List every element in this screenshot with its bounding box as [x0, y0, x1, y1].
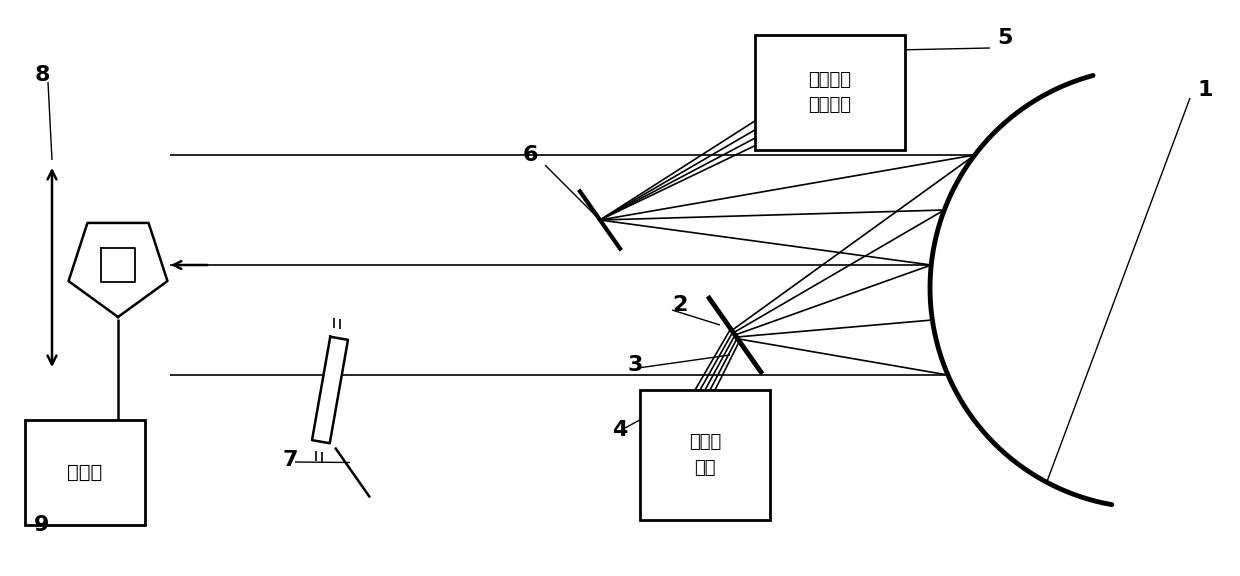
Text: 9: 9: [35, 515, 50, 535]
Text: 2: 2: [672, 295, 688, 315]
Text: 8: 8: [35, 65, 50, 85]
Text: 1: 1: [1198, 80, 1213, 100]
FancyBboxPatch shape: [640, 390, 770, 520]
Text: 7: 7: [283, 450, 298, 470]
Polygon shape: [312, 337, 348, 444]
Text: 图像采集
处理模块: 图像采集 处理模块: [808, 71, 852, 114]
Text: 经纬仪: 经纬仪: [67, 463, 103, 482]
FancyBboxPatch shape: [25, 420, 145, 525]
Text: 6: 6: [522, 145, 538, 165]
Text: 辐射源
模块: 辐射源 模块: [689, 434, 722, 476]
Text: 3: 3: [627, 355, 642, 375]
Text: 5: 5: [997, 28, 1013, 48]
FancyBboxPatch shape: [755, 35, 905, 150]
Text: 4: 4: [613, 420, 627, 440]
Polygon shape: [68, 223, 167, 317]
